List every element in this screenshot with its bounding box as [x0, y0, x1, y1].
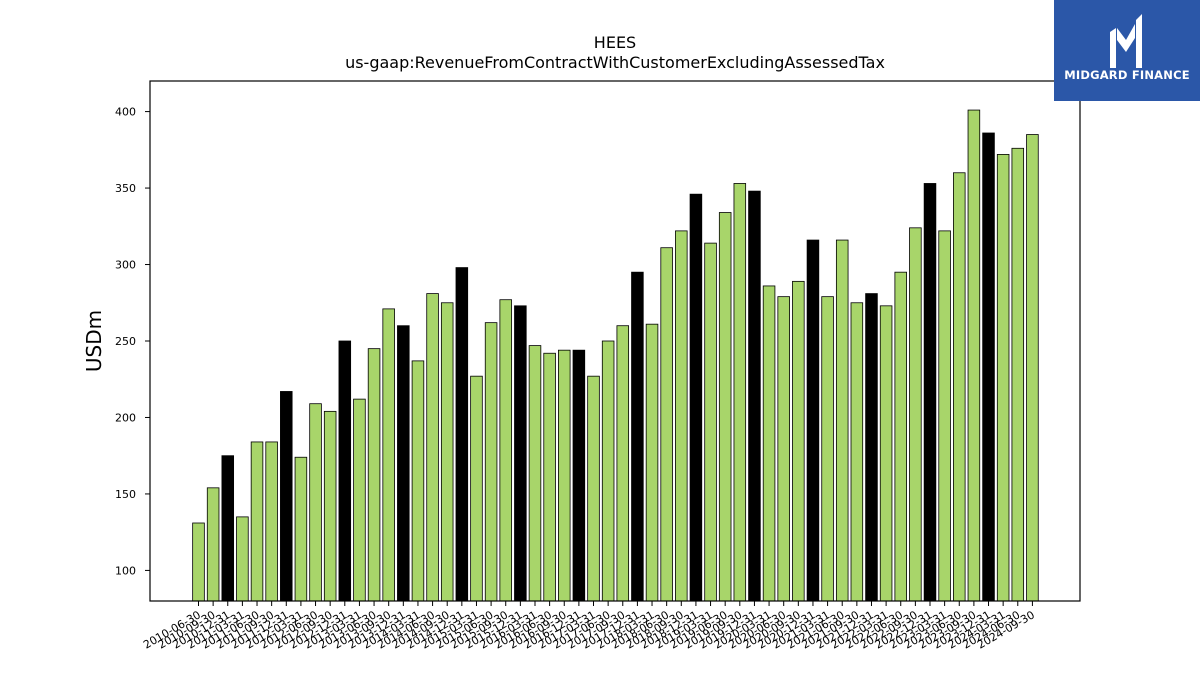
- bar-2015-06-30: [484, 322, 498, 602]
- bar-2022-06-30: [894, 271, 907, 602]
- bar-2013-09-30: [382, 308, 395, 602]
- bar-2014-09-30: [440, 302, 454, 602]
- bar-2016-09-30: [558, 349, 571, 602]
- bar-2014-12-31: [455, 267, 469, 602]
- x-ticks-group: 2010-06-302010-09-302010-12-312011-03-31…: [141, 601, 1037, 652]
- bar-2020-09-30: [792, 280, 805, 602]
- bar-2011-03-31: [236, 516, 249, 602]
- bar-2013-03-31: [353, 398, 366, 602]
- bars-group: [192, 109, 1039, 602]
- y-tick-label: 100: [115, 564, 136, 577]
- bar-2016-03-31: [528, 345, 542, 602]
- bar-2016-06-30: [543, 352, 556, 602]
- bar-2018-09-30: [675, 230, 688, 602]
- bar-2023-03-31: [938, 230, 951, 602]
- bar-2017-06-30: [601, 340, 615, 602]
- bar-2024-06-30: [1011, 147, 1025, 602]
- y-tick-label: 150: [115, 488, 136, 501]
- bar-2019-03-31: [704, 242, 717, 602]
- bar-2012-06-30: [309, 403, 322, 602]
- bar-2018-06-30: [660, 247, 673, 602]
- chart-subtitle: us-gaap:RevenueFromContractWithCustomerE…: [345, 53, 885, 72]
- bar-2021-09-30: [850, 302, 864, 602]
- y-tick-label: 300: [115, 259, 136, 272]
- midgard-finance-logo: MIDGARD FINANCE: [1054, 0, 1200, 101]
- logo-text: MIDGARD FINANCE: [1064, 68, 1190, 82]
- bar-2023-06-30: [953, 172, 966, 602]
- bar-2018-12-31: [689, 193, 703, 602]
- bar-2014-03-31: [411, 360, 425, 602]
- bar-2023-09-30: [967, 109, 981, 602]
- y-tick-label: 250: [115, 335, 136, 348]
- plot-frame: [149, 80, 1081, 602]
- bar-2020-06-30: [777, 296, 790, 602]
- bar-2010-09-30: [206, 487, 220, 602]
- bar-2011-12-31: [280, 391, 293, 602]
- bar-2010-06-30: [192, 522, 205, 602]
- bar-2017-03-31: [587, 375, 600, 602]
- bar-2015-09-30: [499, 299, 512, 602]
- y-axis-label: USDm: [82, 310, 106, 372]
- y-tick-label: 200: [115, 411, 136, 424]
- bar-2020-12-31: [806, 239, 820, 602]
- bar-2011-06-30: [250, 441, 264, 602]
- bar-2015-12-31: [514, 305, 527, 602]
- bar-2010-12-31: [221, 455, 235, 602]
- bar-2018-03-31: [645, 323, 659, 602]
- bar-2021-12-31: [865, 293, 878, 602]
- bar-2019-09-30: [733, 183, 747, 602]
- bar-2012-09-30: [323, 410, 337, 602]
- bar-2023-12-31: [982, 132, 995, 602]
- chart-title: HEES: [594, 33, 636, 52]
- bar-2014-06-30: [426, 293, 439, 602]
- bar-2013-06-30: [367, 348, 381, 602]
- bar-2019-06-30: [718, 212, 732, 602]
- bar-2012-12-31: [338, 340, 352, 602]
- bar-2021-06-30: [835, 239, 849, 602]
- midgard-logo-icon: [1110, 14, 1142, 68]
- bar-2017-09-30: [616, 325, 630, 602]
- y-ticks-group: 100 150 200 250 300 350 400: [115, 106, 150, 577]
- y-tick-label: 400: [115, 106, 136, 119]
- bar-2011-09-30: [265, 441, 278, 602]
- bar-2021-03-31: [821, 296, 834, 602]
- bar-2019-12-31: [748, 190, 761, 602]
- bar-2024-09-30: [1026, 134, 1039, 602]
- y-tick-label: 350: [115, 182, 136, 195]
- bar-2022-12-31: [923, 183, 937, 602]
- bar-2013-12-31: [397, 325, 410, 602]
- bar-2024-03-31: [996, 154, 1010, 602]
- bar-2012-03-31: [294, 456, 308, 602]
- bar-2022-03-31: [879, 305, 893, 602]
- bar-2020-03-31: [762, 285, 776, 602]
- bar-2016-12-31: [572, 349, 586, 602]
- bar-2022-09-30: [909, 227, 922, 602]
- bar-2017-12-31: [631, 271, 644, 602]
- bar-2015-03-31: [470, 375, 483, 602]
